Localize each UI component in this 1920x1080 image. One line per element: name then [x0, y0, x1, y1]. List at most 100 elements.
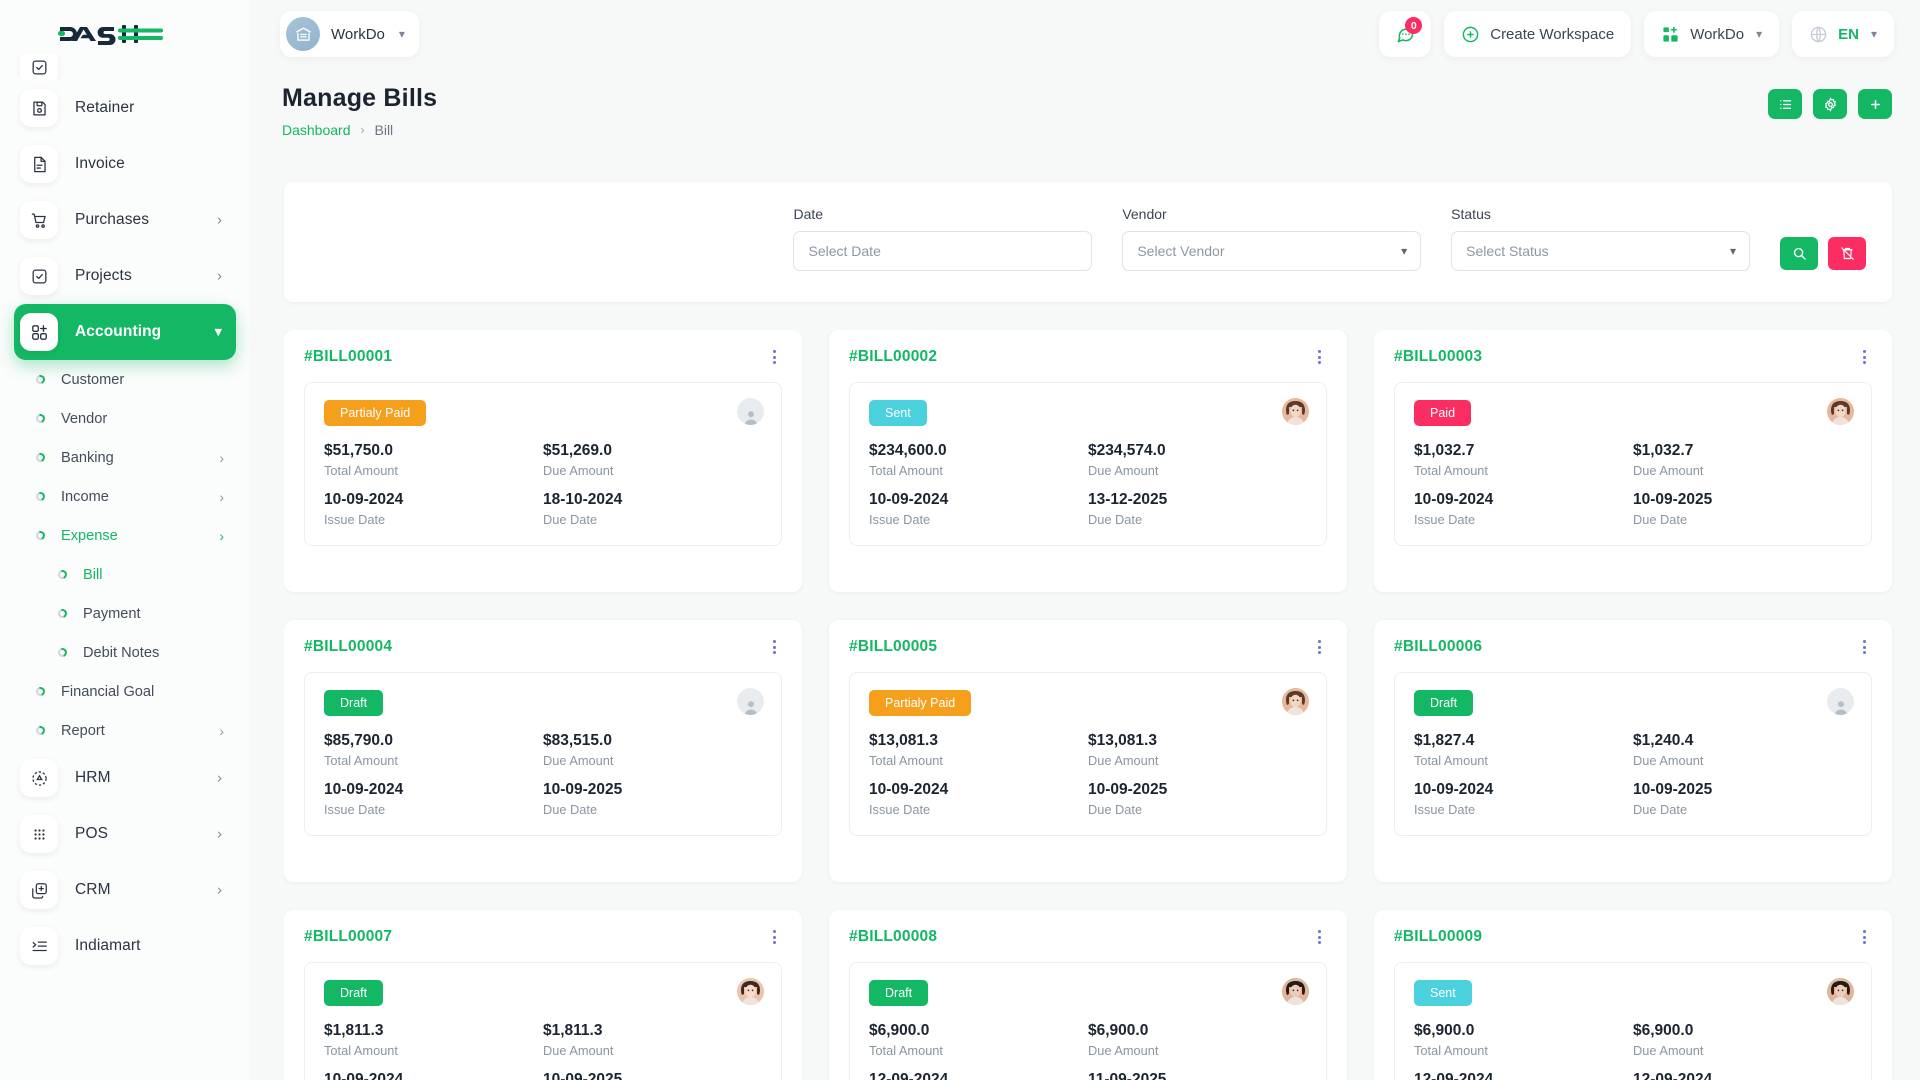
sidebar-subitem-payment[interactable]: Payment	[14, 594, 236, 633]
date-input[interactable]: Select Date	[793, 231, 1093, 271]
bill-card-body: Draft $1,827.4 Total Amount $1,240.4 Due Amo…	[1394, 672, 1872, 836]
sidebar-item-label: Invoice	[75, 155, 125, 172]
sidebar-item-crm[interactable]: CRM ›	[14, 862, 236, 918]
sidebar-item-invoice[interactable]: Invoice	[14, 136, 236, 192]
bill-card[interactable]: #BILL00007 Draft $1,811.3 Total Amount $1,81…	[284, 910, 802, 1080]
total-amount-label: Total Amount	[324, 463, 398, 478]
list-view-button[interactable]	[1768, 89, 1802, 119]
sidebar-subitem-customer[interactable]: Customer	[14, 360, 236, 399]
bill-card[interactable]: #BILL00008 Draft $6,900.0 Total Amount $6,90…	[829, 910, 1347, 1080]
status-select[interactable]: Select Status ▾	[1451, 231, 1751, 271]
bullet-icon	[56, 607, 69, 620]
create-workspace-label: Create Workspace	[1490, 25, 1615, 43]
sidebar-item-partial[interactable]	[14, 54, 236, 80]
cart-icon-wrap	[20, 201, 58, 239]
bill-id[interactable]: #BILL00003	[1394, 348, 1483, 365]
sidebar-item-indiamart[interactable]: Indiamart	[14, 918, 236, 974]
sidebar-subitem-report[interactable]: Report ›	[14, 711, 236, 750]
due-amount-label: Due Amount	[1633, 1043, 1704, 1058]
bullet-icon	[34, 373, 47, 386]
sidebar-subitem-debit-notes[interactable]: Debit Notes	[14, 633, 236, 672]
due-date-value: 10-09-2025	[543, 781, 623, 798]
bill-card[interactable]: #BILL00003 Paid $1,032.7 Total Amount $1,032…	[1374, 330, 1892, 592]
sidebar-subitem-income[interactable]: Income ›	[14, 477, 236, 516]
sidebar-subitem-vendor[interactable]: Vendor	[14, 399, 236, 438]
add-bill-button[interactable]	[1858, 89, 1892, 119]
save-disk-icon	[32, 101, 46, 115]
checkbox-icon	[32, 60, 46, 74]
issue-date-value: 12-09-2024	[1414, 1071, 1494, 1080]
status-badge: Partialy Paid	[869, 690, 972, 716]
issue-date-label: Issue Date	[324, 512, 386, 527]
breadcrumb-dashboard[interactable]: Dashboard	[282, 122, 351, 138]
sidebar-item-pos[interactable]: POS ›	[14, 806, 236, 862]
bill-id[interactable]: #BILL00006	[1394, 638, 1483, 655]
vendor-select-placeholder: Select Vendor	[1137, 243, 1225, 259]
due-date-label: Due Date	[1633, 802, 1688, 817]
status-badge: Draft	[324, 980, 384, 1006]
sidebar-item-hrm[interactable]: HRM ›	[14, 750, 236, 806]
bill-id[interactable]: #BILL00005	[849, 638, 938, 655]
sidebar-subitem-financial-goal[interactable]: Financial Goal	[14, 672, 236, 711]
user-photo-icon	[1282, 978, 1309, 1005]
bill-id[interactable]: #BILL00007	[304, 928, 393, 945]
issue-date-value: 12-09-2024	[869, 1071, 949, 1080]
due-amount-label: Due Amount	[1088, 1043, 1159, 1058]
settings-button[interactable]	[1813, 89, 1847, 119]
bill-id[interactable]: #BILL00009	[1394, 928, 1483, 945]
avatar	[737, 398, 764, 425]
sidebar-item-purchases[interactable]: Purchases ›	[14, 192, 236, 248]
language-selector[interactable]: EN ▾	[1792, 11, 1894, 57]
due-amount-value: $1,240.4	[1633, 732, 1694, 749]
issue-date-value: 10-09-2024	[324, 781, 404, 798]
reset-trash-icon	[1840, 247, 1854, 260]
total-amount-label: Total Amount	[1414, 1043, 1488, 1058]
bill-menu-button[interactable]	[1857, 347, 1872, 367]
total-amount-label: Total Amount	[324, 753, 398, 768]
sidebar-item-retainer[interactable]: Retainer	[14, 80, 236, 136]
bill-menu-button[interactable]	[1312, 347, 1327, 367]
bill-id[interactable]: #BILL00002	[849, 348, 938, 365]
sidebar: Retainer Invoice Purchases › Projects › Accoun…	[0, 0, 250, 1080]
bill-id[interactable]: #BILL00001	[304, 348, 393, 365]
bill-card[interactable]: #BILL00004 Draft $85,790.0 Total Amount $83,…	[284, 620, 802, 882]
bill-card[interactable]: #BILL00001 Partialy Paid $51,750.0 Total Am…	[284, 330, 802, 592]
bill-id[interactable]: #BILL00004	[304, 638, 393, 655]
sidebar-item-label: Retainer	[75, 99, 135, 116]
bill-menu-button[interactable]	[1312, 637, 1327, 657]
bill-menu-button[interactable]	[1857, 637, 1872, 657]
workspace-menu-label: WorkDo	[1690, 25, 1745, 43]
sidebar-item-projects[interactable]: Projects ›	[14, 248, 236, 304]
bill-menu-button[interactable]	[1312, 927, 1327, 947]
bill-menu-button[interactable]	[1857, 927, 1872, 947]
sidebar-subitem-bill[interactable]: Bill	[14, 555, 236, 594]
bill-card[interactable]: #BILL00005 Partialy Paid $13,081.3 Total Am…	[829, 620, 1347, 882]
sidebar-subitem-expense[interactable]: Expense ›	[14, 516, 236, 555]
search-button[interactable]	[1780, 237, 1819, 270]
total-amount-value: $85,790.0	[324, 732, 393, 749]
app-logo[interactable]	[0, 0, 250, 68]
bill-menu-button[interactable]	[767, 637, 782, 657]
total-amount-block: $1,811.3 Total Amount	[324, 1022, 543, 1058]
sidebar-item-accounting[interactable]: Accounting ▾	[14, 304, 236, 360]
bill-card[interactable]: #BILL00009 Sent $6,900.0 Total Amount $6,900…	[1374, 910, 1892, 1080]
bill-menu-button[interactable]	[767, 927, 782, 947]
messages-button[interactable]: 0	[1379, 11, 1432, 57]
reset-button[interactable]	[1828, 237, 1867, 270]
create-workspace-button[interactable]: Create Workspace	[1444, 11, 1632, 57]
vendor-select[interactable]: Select Vendor ▾	[1122, 231, 1422, 271]
list-arrow-icon	[32, 941, 47, 951]
due-date-value: 18-10-2024	[543, 491, 623, 508]
workspace-name: WorkDo	[331, 25, 385, 43]
layers-plus-icon	[31, 882, 47, 899]
due-date-value: 10-09-2025	[543, 1071, 623, 1080]
bullet-icon	[34, 490, 47, 503]
workspace-menu-button[interactable]: WorkDo ▾	[1644, 11, 1780, 57]
workspace-switcher[interactable]: WorkDo ▾	[280, 11, 419, 57]
sidebar-subitem-banking[interactable]: Banking ›	[14, 438, 236, 477]
bill-card[interactable]: #BILL00002 Sent $234,600.0 Total Amount $234…	[829, 330, 1347, 592]
bill-id[interactable]: #BILL00008	[849, 928, 938, 945]
bill-menu-button[interactable]	[767, 347, 782, 367]
bill-card[interactable]: #BILL00006 Draft $1,827.4 Total Amount $1,24…	[1374, 620, 1892, 882]
